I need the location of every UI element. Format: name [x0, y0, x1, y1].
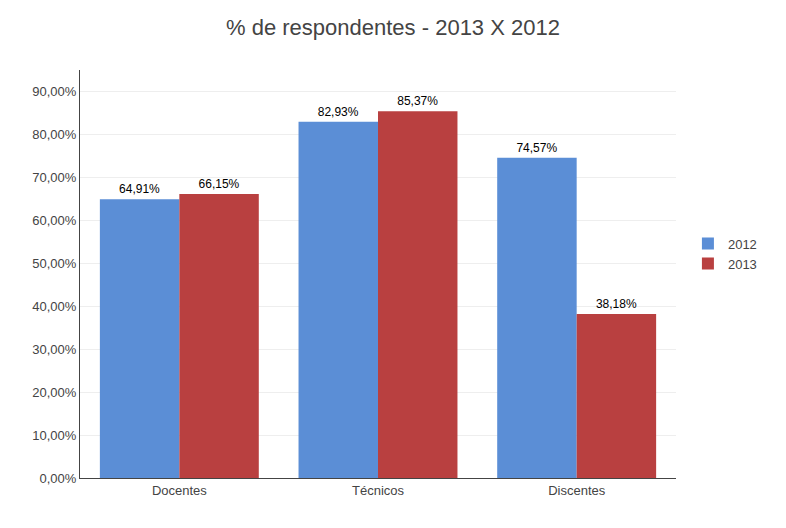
- svg-text:10,00%: 10,00%: [32, 428, 77, 443]
- svg-text:82,93%: 82,93%: [318, 105, 359, 119]
- svg-text:2013: 2013: [728, 257, 757, 272]
- svg-text:Técnicos: Técnicos: [352, 483, 405, 498]
- svg-text:50,00%: 50,00%: [32, 256, 77, 271]
- svg-text:80,00%: 80,00%: [32, 127, 77, 142]
- svg-text:66,15%: 66,15%: [199, 177, 240, 191]
- svg-text:64,91%: 64,91%: [119, 182, 160, 196]
- svg-text:60,00%: 60,00%: [32, 213, 77, 228]
- svg-text:74,57%: 74,57%: [516, 141, 557, 155]
- svg-text:2012: 2012: [728, 237, 757, 252]
- svg-text:90,00%: 90,00%: [32, 84, 77, 99]
- svg-text:30,00%: 30,00%: [32, 342, 77, 357]
- svg-text:Discentes: Discentes: [548, 483, 606, 498]
- svg-text:40,00%: 40,00%: [32, 299, 77, 314]
- svg-text:85,37%: 85,37%: [397, 94, 438, 108]
- svg-text:0,00%: 0,00%: [40, 471, 77, 486]
- svg-text:38,18%: 38,18%: [596, 297, 637, 311]
- svg-text:20,00%: 20,00%: [32, 385, 77, 400]
- svg-text:Docentes: Docentes: [152, 483, 207, 498]
- svg-text:% de respondentes - 2013 X 201: % de respondentes - 2013 X 2012: [226, 15, 560, 40]
- svg-text:70,00%: 70,00%: [32, 170, 77, 185]
